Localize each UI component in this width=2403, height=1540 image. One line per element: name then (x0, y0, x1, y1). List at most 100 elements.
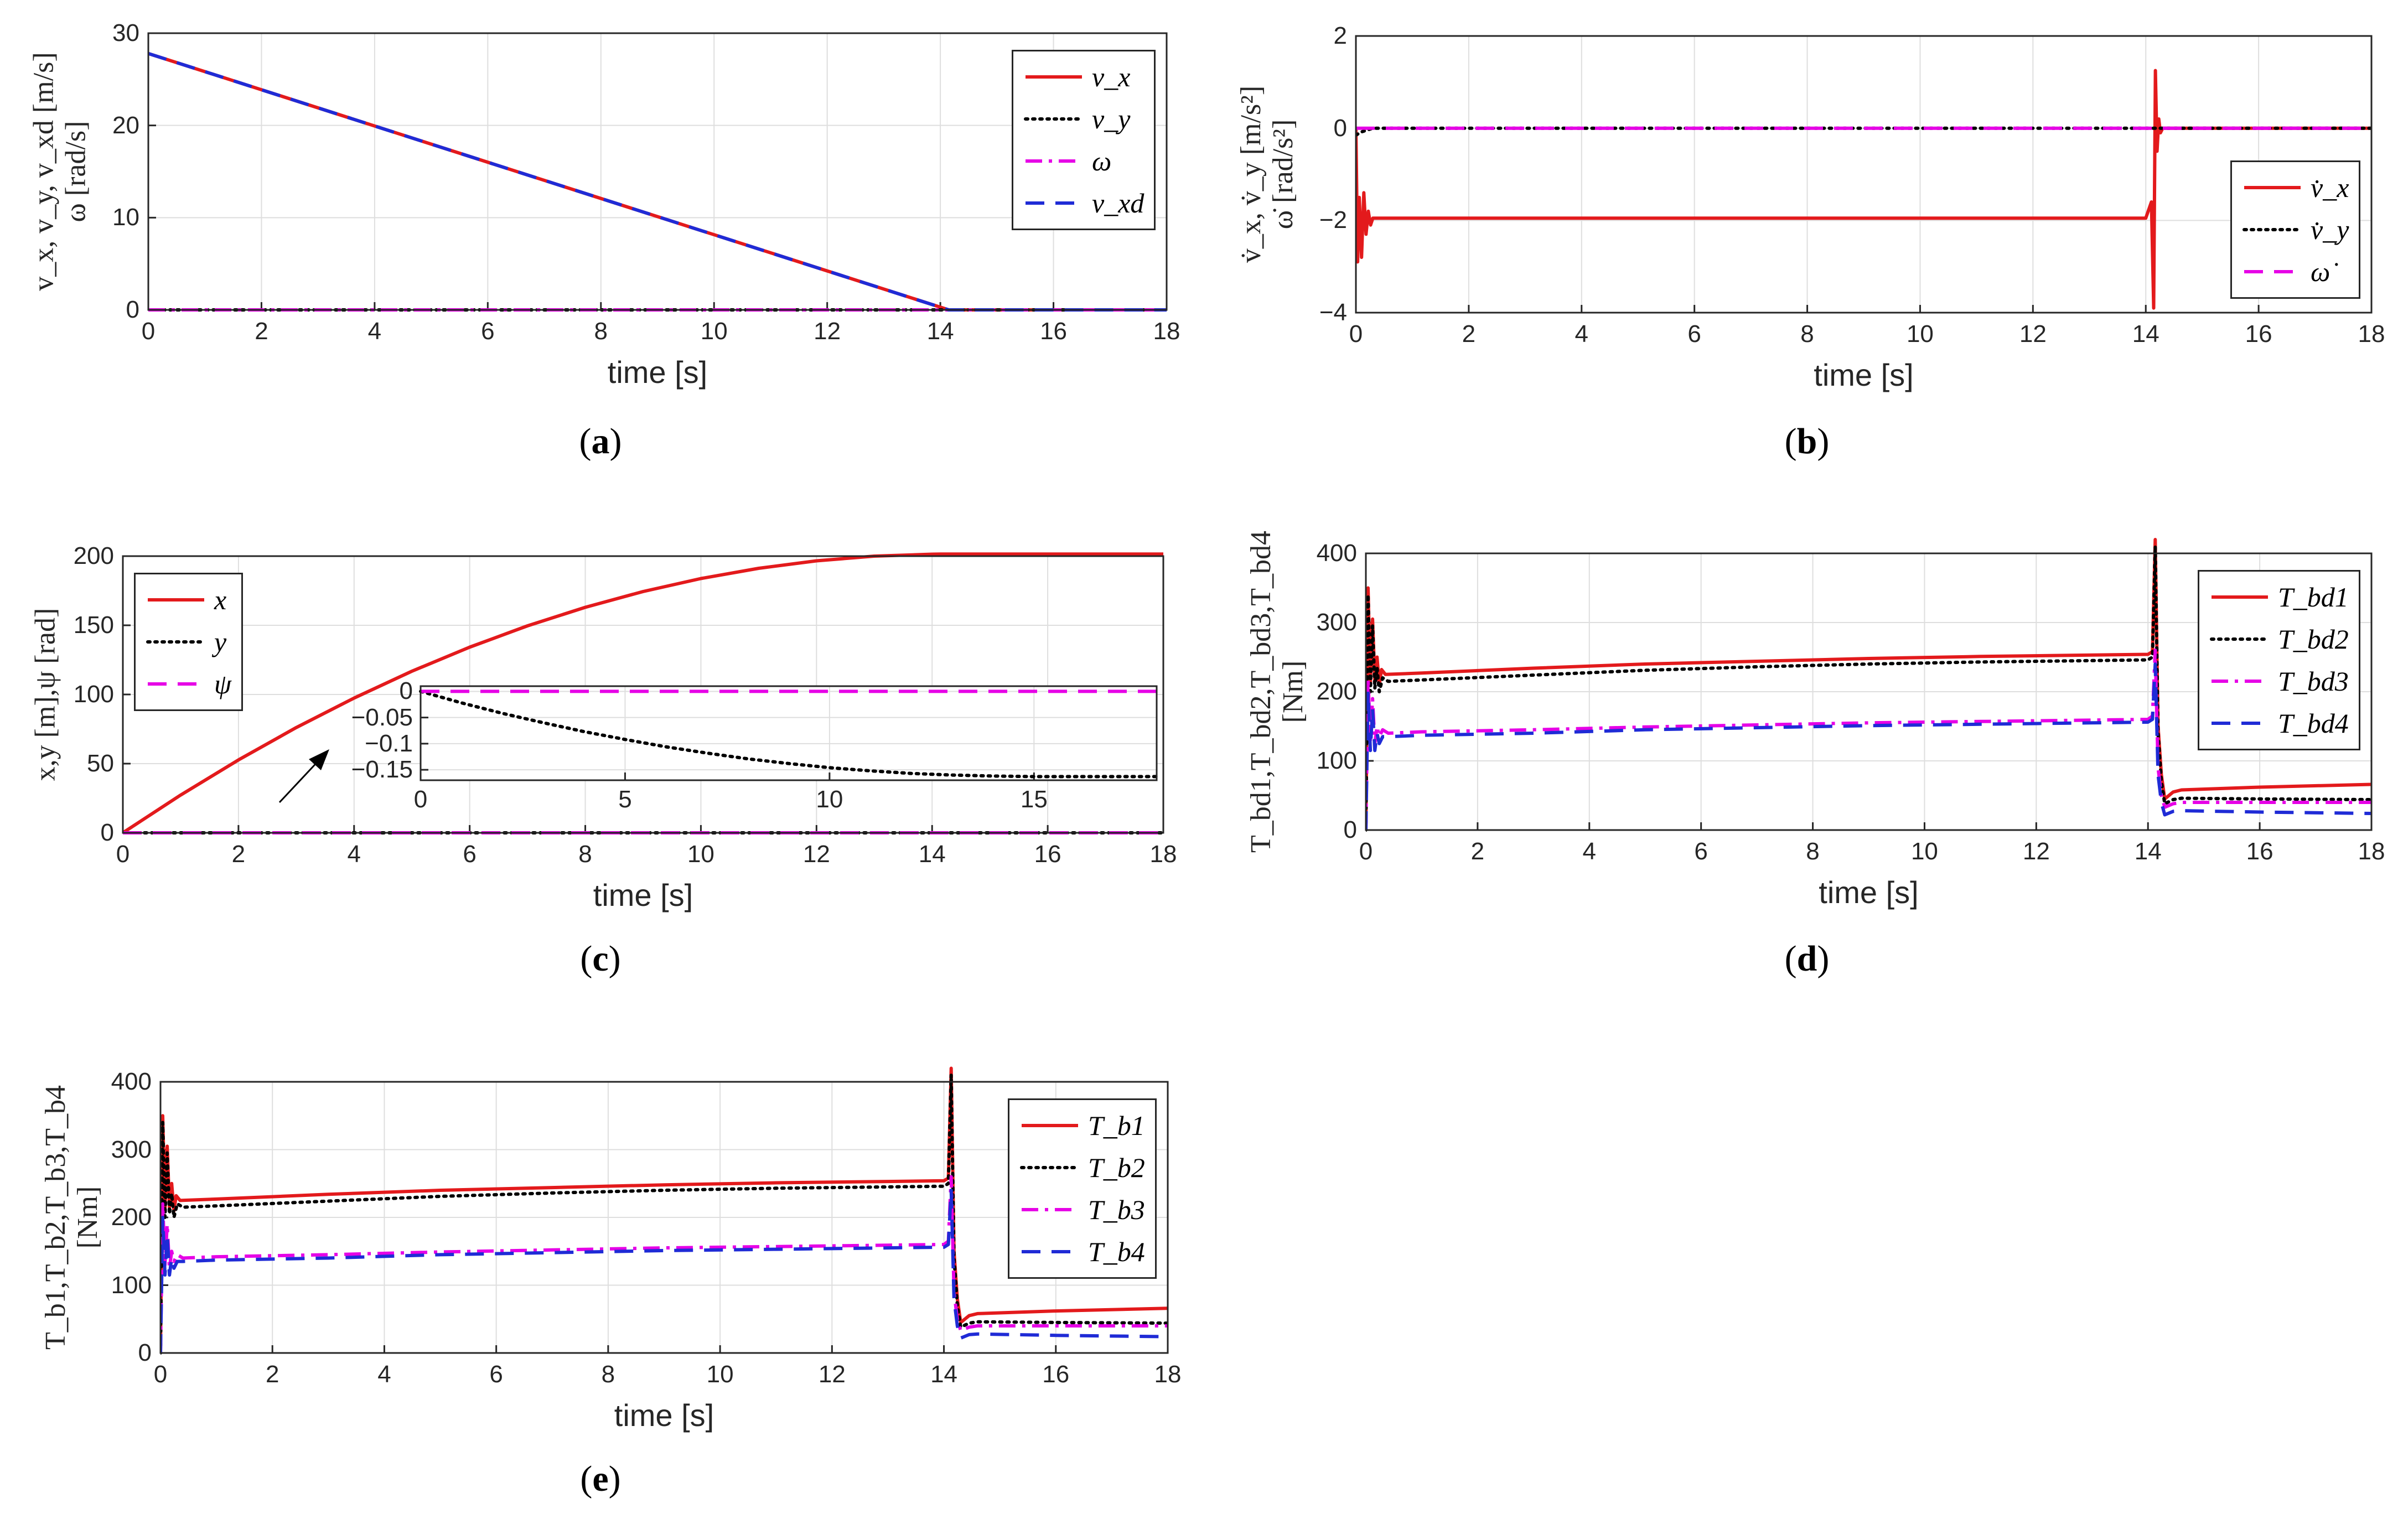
chart-a-legend-swatch-3 (1026, 201, 1082, 205)
chart-d-sublabel: (d) (1784, 938, 1830, 979)
chart-e-series-Tb2-line (160, 1073, 1168, 1355)
chart-c-inset-arrow-head (309, 749, 329, 770)
chart-d-xtick-label-8: 16 (2246, 838, 2273, 865)
chart-c-legend-label-0: x (214, 584, 227, 615)
chart-e-legend-swatch-1 (1020, 1166, 1080, 1169)
chart-c-xtick-label-5: 10 (687, 841, 714, 868)
chart-e-ytick-label-1: 100 (111, 1271, 152, 1299)
chart-d-legend-entry-0: T_bd1 (2209, 576, 2349, 618)
chart-d-xtick-label-3: 6 (1694, 838, 1708, 865)
chart-d-legend-swatch-2 (2212, 680, 2268, 683)
chart-d-legend: T_bd1 T_bd2 T_bd3 T_bd4 (2198, 570, 2360, 750)
chart-b-legend-label-0: v̇_x (2311, 172, 2349, 203)
chart-c-xtick-label-4: 8 (578, 841, 592, 868)
chart-d-legend-label-1: T_bd2 (2278, 624, 2349, 655)
chart-a-ytick-label-0: 0 (126, 296, 139, 323)
chart-e-legend-label-3: T_b4 (1088, 1236, 1145, 1267)
chart-e-legend-label-1: T_b2 (1088, 1152, 1145, 1183)
chart-d-ytick-label-3: 300 (1316, 609, 1357, 636)
chart-d-legend-swatch-3 (2212, 722, 2268, 725)
chart-d-sublabel-letter: d (1796, 938, 1817, 979)
chart-d-ytick-label-2: 200 (1316, 678, 1357, 705)
chart-c-xtick-label-0: 0 (116, 841, 130, 868)
chart-d-ytick-label-4: 400 (1316, 540, 1357, 567)
chart-b-xtick-label-5: 10 (1906, 320, 1934, 348)
chart-e-sublabel-letter: e (592, 1459, 609, 1499)
chart-a-xtick-label-2: 4 (367, 318, 382, 345)
chart-c-legend-entry-2: ψ (146, 663, 231, 705)
chart-b-xtick-label-0: 0 (1349, 320, 1363, 348)
chart-e-xlabel: time [s] (614, 1398, 714, 1433)
chart-a-legend: v_x v_y ω v_xd (1012, 50, 1156, 230)
chart-b-ytick-label-0: −4 (1319, 299, 1347, 326)
chart-b-legend-swatch-2 (2244, 270, 2301, 273)
chart-e-ylabel-line-1: [Nm] (72, 1186, 104, 1249)
chart-c-legend-entry-0: x (146, 579, 231, 621)
chart-d-legend-label-2: T_bd3 (2278, 666, 2349, 697)
chart-a-legend-entry-3: v_xd (1023, 182, 1144, 224)
chart-e-legend-entry-0: T_b1 (1019, 1105, 1145, 1147)
chart-b-ytick-label-3: 2 (1333, 22, 1347, 49)
chart-c-xtick-label-9: 18 (1149, 841, 1177, 868)
chart-e-ylabel: T_b1,T_b2,T_b3,T_b4 [Nm] (40, 1085, 104, 1350)
chart-a-sublabel-letter: a (591, 421, 610, 462)
chart-e-xtick-label-7: 14 (930, 1361, 958, 1388)
chart-e-series-Tb4-line (160, 1189, 1168, 1354)
chart-c-inset-xtick-label-3: 15 (1020, 786, 1048, 813)
chart-a-ytick-label-2: 20 (112, 111, 139, 139)
chart-a-xtick-label-9: 18 (1153, 318, 1180, 345)
chart-c-xtick-label-6: 12 (802, 841, 830, 868)
chart-a-frame (147, 32, 1168, 311)
chart-c-legend-label-1: y (214, 626, 227, 657)
chart-c-inset-ytick-label-0: 0 (399, 677, 413, 705)
chart-c-ytick-label-1: 50 (87, 750, 114, 777)
chart-d-xtick-label-7: 14 (2134, 838, 2162, 865)
chart-e-frame (159, 1081, 1169, 1354)
chart-b-frame (1355, 35, 2373, 314)
chart-a-ytick-label-3: 30 (112, 19, 139, 46)
chart-c-ytick-label-3: 150 (73, 611, 114, 639)
chart-d-xtick-label-2: 4 (1582, 838, 1597, 865)
chart-a-legend-label-3: v_xd (1092, 188, 1144, 219)
chart-b-xtick-label-7: 14 (2132, 320, 2159, 348)
chart-c-ytick-label-0: 0 (100, 819, 114, 846)
chart-b-legend-entry-1: v̇_y (2242, 209, 2349, 251)
chart-c-inset-xtick-label-1: 5 (618, 786, 632, 813)
chart-e-xtick-label-0: 0 (153, 1361, 168, 1388)
chart-c-legend-entry-1: y (146, 621, 231, 663)
chart-e-legend-swatch-0 (1022, 1124, 1078, 1127)
chart-a-legend-swatch-1 (1024, 117, 1084, 121)
chart-b-legend-entry-0: v̇_x (2242, 167, 2349, 209)
chart-a-legend-entry-1: v_y (1023, 98, 1144, 140)
chart-a-sublabel: (a) (579, 421, 622, 462)
chart-a-legend-label-2: ω (1092, 146, 1112, 177)
chart-d-xtick-label-5: 10 (1910, 838, 1938, 865)
chart-a-xtick-label-6: 12 (814, 318, 841, 345)
chart-c-inset-xtick-label-2: 10 (816, 786, 843, 813)
chart-e-legend-label-2: T_b3 (1088, 1194, 1145, 1225)
chart-c-xtick-label-3: 6 (463, 841, 477, 868)
chart-d-xtick-label-0: 0 (1359, 838, 1373, 865)
chart-c-sublabel: (c) (580, 938, 621, 979)
chart-b-series-vx-line (1356, 69, 2371, 310)
chart-b-legend: v̇_x v̇_y ω̇ (2230, 160, 2361, 299)
chart-c-ytick-label-2: 100 (73, 681, 114, 708)
chart-c-legend-swatch-2 (148, 682, 204, 686)
chart-a-xtick-label-4: 8 (594, 318, 608, 345)
chart-b-xtick-label-2: 4 (1575, 320, 1589, 348)
chart-e-ytick-label-2: 200 (111, 1204, 152, 1231)
chart-c-xlabel: time [s] (593, 878, 693, 912)
chart-c-inset-ytick-label-1: −0.05 (351, 703, 413, 731)
chart-a-ytick-label-1: 10 (112, 204, 139, 231)
chart-d-xtick-label-4: 8 (1806, 838, 1820, 865)
chart-a-xtick-label-7: 14 (926, 318, 954, 345)
chart-d-xlabel: time [s] (1819, 875, 1919, 910)
chart-c-xtick-label-8: 16 (1034, 841, 1061, 868)
chart-c-inset-ytick-label-3: −0.15 (351, 756, 413, 784)
chart-b-sublabel-letter: b (1796, 421, 1817, 462)
chart-e-legend-swatch-3 (1022, 1250, 1078, 1253)
